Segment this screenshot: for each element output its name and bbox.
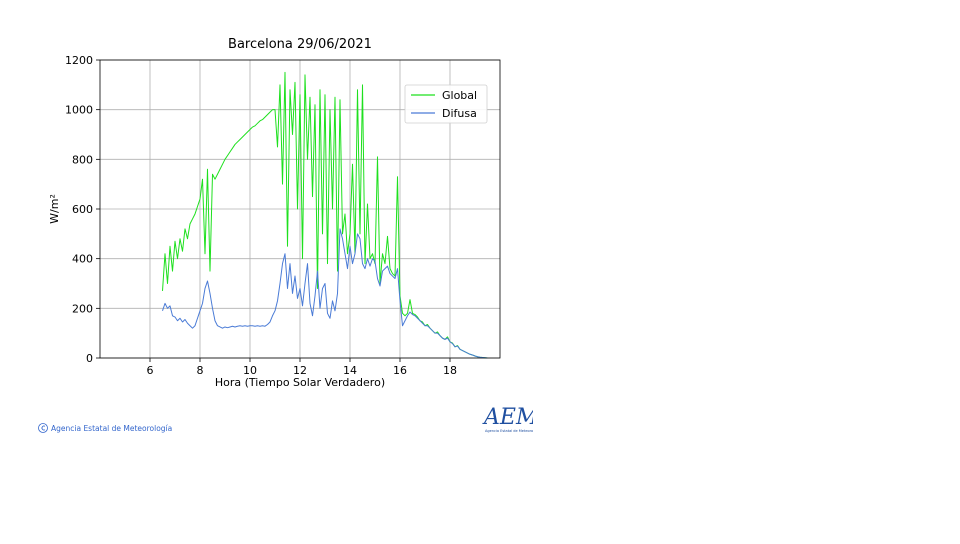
y-tick-label: 600 [72,203,93,216]
x-tick-label: 18 [443,364,457,377]
x-tick-label: 8 [197,364,204,377]
logo-text: AEMe [482,405,552,430]
y-axis-label: W/m² [48,194,61,224]
plot-frame [99,59,501,359]
x-axis-label: Hora (Tiempo Solar Verdadero) [215,376,385,389]
y-tick-label: 400 [72,253,93,266]
footer-text: Agencia Estatal de Meteorología [51,424,172,433]
copyright-icon [38,423,48,433]
y-tick-label: 800 [72,153,93,166]
y-tick-label: 1000 [65,104,93,117]
y-tick-label: 1200 [65,54,93,67]
x-tick-label: 16 [393,364,407,377]
copyright-icon-c [41,425,46,431]
legend-label: Difusa [442,107,477,120]
y-tick-label: 0 [86,352,93,365]
x-tick-label: 12 [293,364,307,377]
x-tick-label: 10 [243,364,257,377]
x-tick-label: 14 [343,364,357,377]
logo: AEMe Agencia Estatal de Meteorología [482,405,552,433]
x-tick-label: 6 [147,364,154,377]
data-line [162,228,488,359]
logo-subtitle: Agencia Estatal de Meteorología [485,429,542,433]
legend-label: Global [442,89,477,102]
chart-title: Barcelona 29/06/2021 [228,37,372,52]
y-tick-label: 200 [72,302,93,315]
